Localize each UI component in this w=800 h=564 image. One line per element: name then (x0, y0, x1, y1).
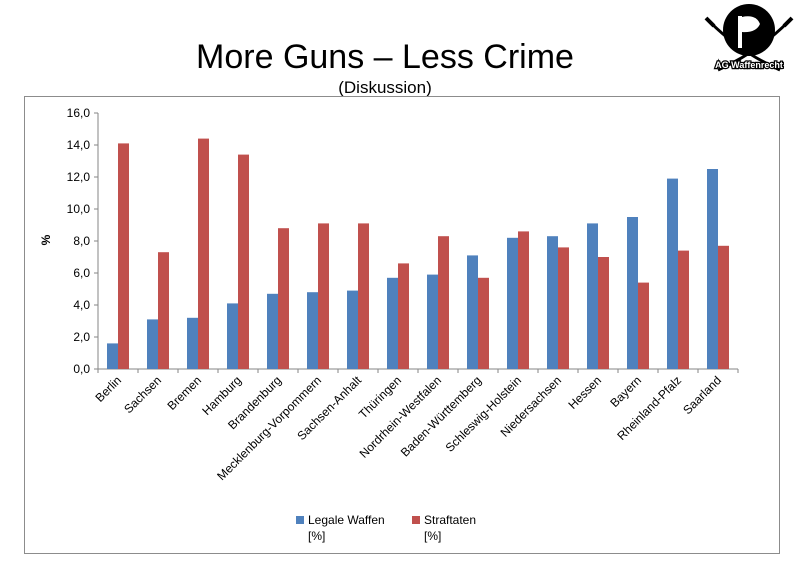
pirate-flag-icon: AG Waffenrecht (704, 4, 794, 72)
y-tick-label: 6,0 (73, 266, 90, 280)
bar-straftaten (118, 143, 129, 369)
bar-legale-waffen (547, 236, 558, 369)
bar-straftaten (318, 223, 329, 369)
bar-legale-waffen (147, 319, 158, 369)
bar-legale-waffen (667, 178, 678, 369)
x-tick-label: Sachsen (121, 373, 164, 416)
bar-straftaten (398, 263, 409, 369)
y-tick-label: 2,0 (73, 330, 90, 344)
legend-label-line1: Straftaten (424, 513, 477, 527)
logo-text: AG Waffenrecht (715, 60, 783, 70)
y-tick-label: 12,0 (67, 170, 91, 184)
bar-straftaten (278, 228, 289, 369)
bar-straftaten (678, 250, 689, 369)
y-tick-label: 14,0 (67, 138, 91, 152)
bar-legale-waffen (187, 317, 198, 369)
y-tick-label: 0,0 (73, 362, 90, 376)
y-tick-label: 8,0 (73, 234, 90, 248)
bar-legale-waffen (347, 290, 358, 369)
bar-legale-waffen (427, 274, 438, 369)
bars (107, 138, 729, 369)
x-tick-label: Hessen (565, 373, 604, 412)
y-tick-label: 10,0 (67, 202, 91, 216)
bar-straftaten (478, 277, 489, 369)
y-tick-label: 4,0 (73, 298, 90, 312)
bar-legale-waffen (627, 217, 638, 369)
bar-legale-waffen (467, 255, 478, 369)
y-axis-label: % (39, 234, 53, 245)
x-tick-label: Berlin (93, 373, 125, 405)
bar-legale-waffen (387, 277, 398, 369)
bar-straftaten (518, 231, 529, 369)
slide-title: More Guns – Less Crime (196, 38, 574, 76)
legend-label-line2: [%] (308, 529, 326, 543)
legend-label-straftaten: Straftaten [%] (424, 512, 476, 544)
bar-straftaten (598, 257, 609, 369)
bar-legale-waffen (307, 292, 318, 369)
y-tick-label: 16,0 (67, 106, 91, 120)
bar-legale-waffen (707, 169, 718, 369)
bar-straftaten (558, 247, 569, 369)
bar-legale-waffen (267, 293, 278, 369)
x-tick-label: Bayern (607, 373, 644, 410)
slide-subtitle: (Diskussion) (338, 78, 432, 97)
bar-legale-waffen (107, 343, 118, 369)
legend-swatch-straftaten (412, 516, 420, 524)
x-tick-label: Schleswig-Holstein (443, 373, 525, 455)
bar-legale-waffen (507, 237, 518, 369)
bar-legale-waffen (587, 223, 598, 369)
bar-straftaten (238, 154, 249, 369)
bar-straftaten (158, 252, 169, 369)
legend-label-line2: [%] (424, 529, 442, 543)
x-tick-label: Saarland (680, 373, 724, 417)
bar-legale-waffen (227, 303, 238, 369)
bar-straftaten (198, 138, 209, 369)
legend-swatch-legale-waffen (296, 516, 304, 524)
ag-waffenrecht-logo: AG Waffenrecht (700, 2, 798, 82)
bar-straftaten (438, 236, 449, 369)
legend-label-legale-waffen: Legale Waffen [%] (308, 512, 385, 544)
bar-straftaten (638, 282, 649, 369)
x-tick-label: Bremen (165, 373, 205, 413)
chart-frame (24, 96, 780, 554)
bar-straftaten (358, 223, 369, 369)
legend-label-line1: Legale Waffen (308, 513, 385, 527)
bar-straftaten (718, 245, 729, 369)
